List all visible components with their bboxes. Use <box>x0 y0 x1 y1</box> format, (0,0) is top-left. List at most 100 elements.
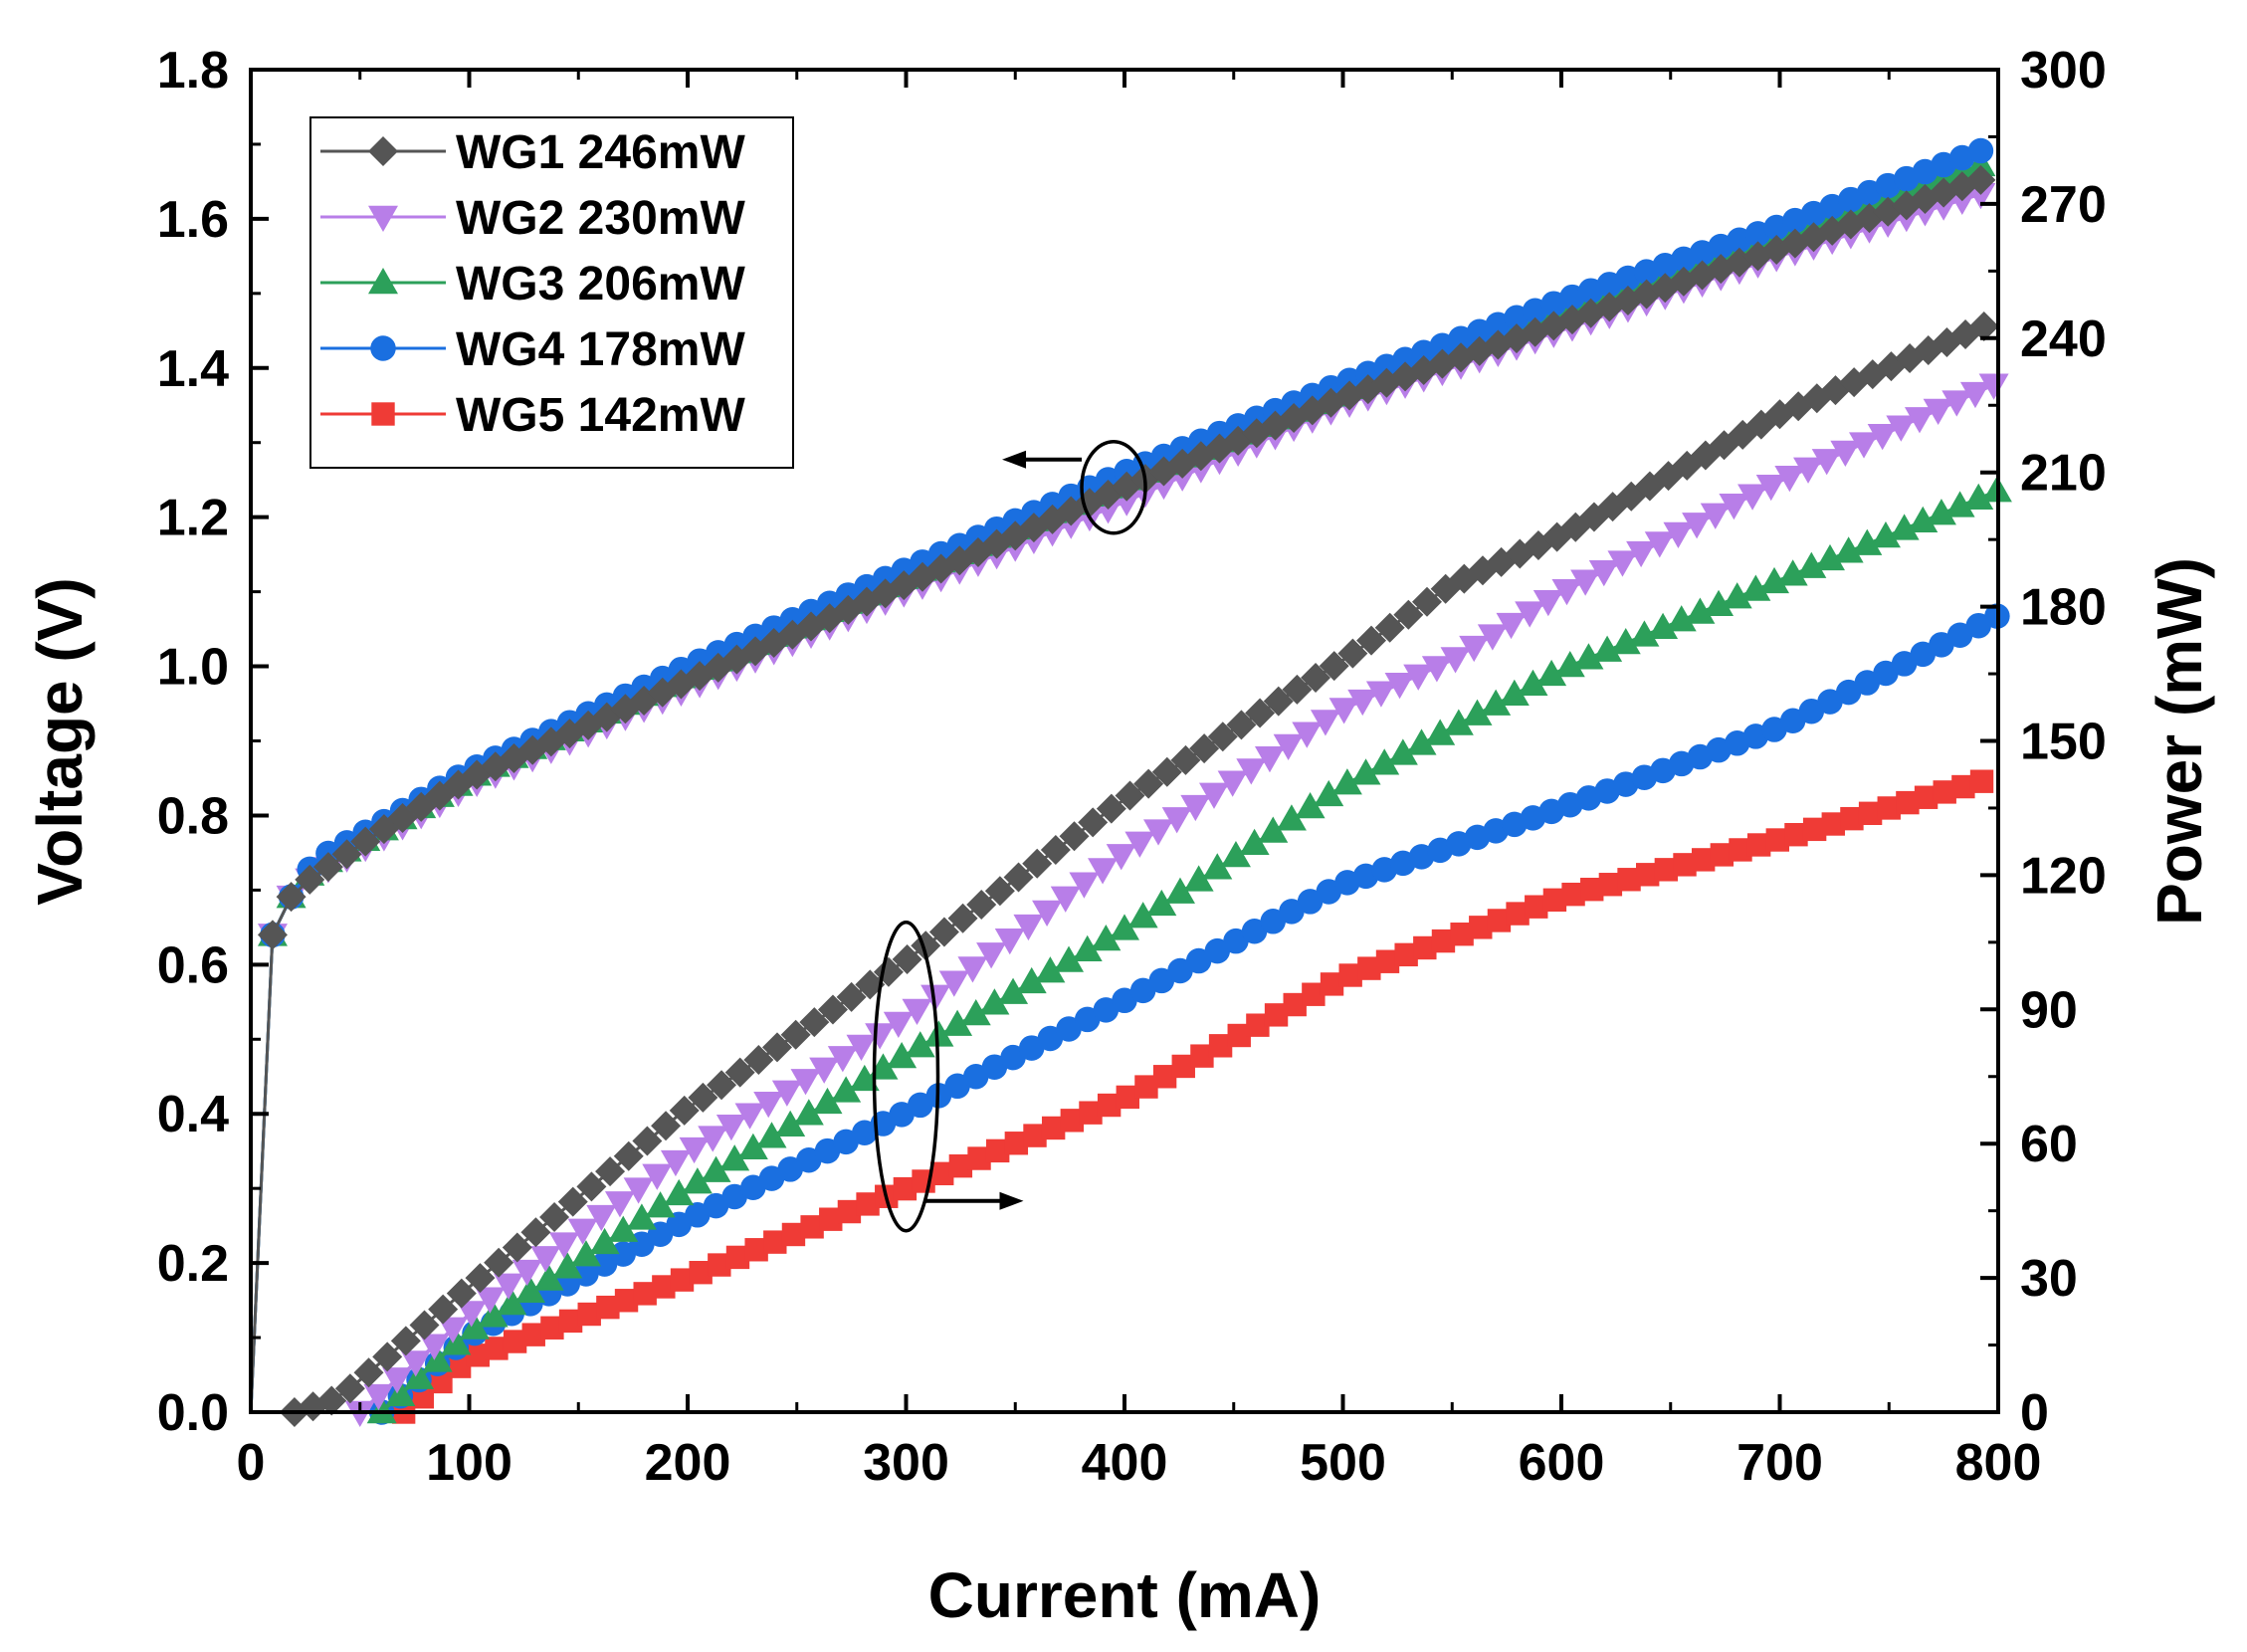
power-point <box>456 1301 487 1328</box>
power-point <box>558 1309 583 1334</box>
y-left-tick-label: 0.0 <box>157 1384 229 1442</box>
power-point <box>485 1337 509 1360</box>
power-point <box>1481 689 1512 716</box>
power-point <box>1440 647 1471 674</box>
power-point <box>540 1316 564 1340</box>
power-point <box>1710 843 1735 867</box>
power-point <box>688 1082 718 1113</box>
power-point <box>1208 1034 1233 1058</box>
power-point <box>441 1329 472 1355</box>
legend-marker <box>368 205 398 232</box>
power-point <box>1223 928 1249 954</box>
power-point <box>1170 744 1201 775</box>
power-point <box>1365 681 1396 708</box>
power-point <box>1729 838 1752 862</box>
power-point <box>923 1020 954 1047</box>
power-point <box>1079 1101 1103 1125</box>
power-point <box>1784 823 1808 847</box>
voltage-point <box>350 826 381 857</box>
power-point <box>1704 589 1735 617</box>
power-point <box>1115 780 1145 811</box>
power-point <box>1189 733 1220 764</box>
power-point <box>756 1122 787 1148</box>
power-point <box>1054 945 1085 972</box>
power-point <box>1059 821 1090 852</box>
power-point <box>1610 628 1641 655</box>
power-point <box>1793 457 1824 484</box>
power-point <box>1096 793 1126 824</box>
power-point <box>670 1268 695 1292</box>
power-point <box>1969 769 1994 793</box>
power-point <box>1013 914 1044 941</box>
power-point <box>1814 543 1845 571</box>
power-point <box>1570 569 1601 596</box>
power-point <box>1276 804 1307 831</box>
power-point <box>589 1227 620 1255</box>
power-point <box>1666 605 1697 632</box>
power-point <box>1588 559 1619 587</box>
legend-item-wg5: WG5 142mW <box>320 389 745 442</box>
power-point <box>1241 918 1268 944</box>
power-point <box>701 1155 731 1182</box>
power-point <box>799 1007 830 1038</box>
power-point <box>1740 574 1771 601</box>
power-point <box>1369 748 1400 775</box>
power-point <box>610 1241 636 1267</box>
power-point <box>1148 967 1175 994</box>
power-point <box>1088 858 1119 885</box>
y-right-tick-label: 150 <box>2020 714 2107 771</box>
power-point <box>1097 1093 1122 1118</box>
y-left-tick-label: 0.4 <box>157 1086 229 1143</box>
power-point <box>1072 934 1103 962</box>
power-point <box>446 1278 477 1309</box>
power-point <box>976 942 1007 969</box>
power-point <box>1889 514 1920 540</box>
power-point <box>1908 506 1939 532</box>
power-point <box>521 1323 545 1346</box>
power-point <box>1518 669 1548 697</box>
power-point <box>1246 1013 1270 1037</box>
y-right-tick-label: 210 <box>2020 445 2107 503</box>
power-point <box>1840 806 1864 831</box>
legend-label: WG3 206mW <box>456 258 745 310</box>
y-left-tick-label: 1.4 <box>157 340 229 398</box>
power-point <box>1239 828 1270 855</box>
x-axis-title: Current (mA) <box>928 1559 1322 1631</box>
y-left-tick-label: 0.8 <box>157 787 229 845</box>
legend-item-wg2: WG2 230mW <box>320 192 745 245</box>
power-point <box>827 1046 858 1073</box>
voltage-point <box>1965 164 1996 195</box>
power-point <box>938 970 969 997</box>
power-point <box>708 1253 731 1277</box>
y-left-tick-label: 1.2 <box>157 490 229 547</box>
power-point <box>855 969 886 1000</box>
x-tick-label: 700 <box>1736 1434 1823 1492</box>
voltage-callout-arrowhead <box>1002 450 1027 469</box>
power-point <box>1755 474 1786 502</box>
legend-item-wg1: WG1 246mW <box>320 126 745 179</box>
power-point <box>1254 745 1285 773</box>
power-point <box>893 1176 918 1201</box>
power-point <box>1198 782 1229 809</box>
legend-marker <box>368 136 398 166</box>
power-point <box>1143 819 1174 846</box>
power-point <box>1542 888 1567 913</box>
power-point <box>737 1133 768 1159</box>
power-point <box>1821 812 1845 836</box>
power-point <box>1116 1085 1139 1110</box>
power-point <box>570 1240 601 1267</box>
voltage-point <box>295 864 325 895</box>
power-point <box>763 1230 787 1254</box>
power-point <box>645 1191 676 1218</box>
power-point <box>1183 865 1214 892</box>
voltage-point <box>1056 496 1087 526</box>
power-point <box>632 1126 663 1156</box>
power-point <box>1682 513 1713 539</box>
power-point <box>1765 828 1790 852</box>
legend-marker <box>371 402 395 426</box>
power-point <box>734 1103 765 1130</box>
power-point <box>948 1153 973 1178</box>
power-point <box>856 1192 880 1216</box>
power-point <box>1849 432 1880 459</box>
